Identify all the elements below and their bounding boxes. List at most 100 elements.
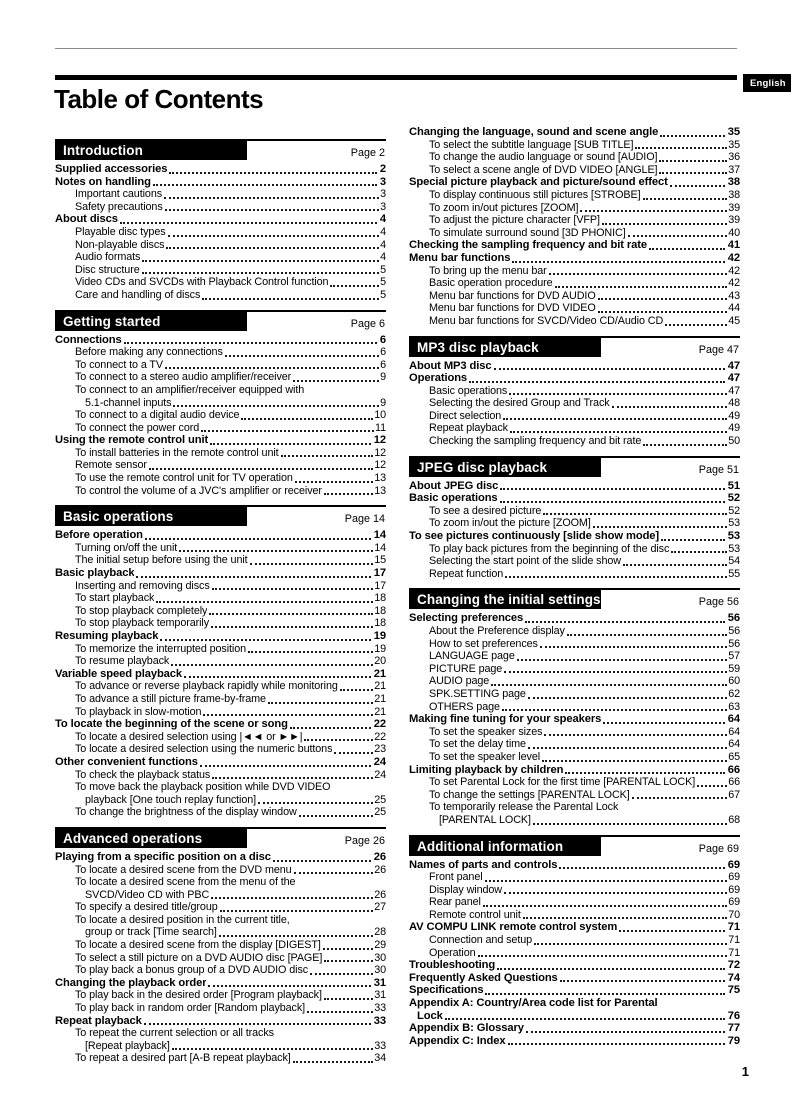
- entry-text: To connect the power cord: [75, 421, 200, 434]
- entry-text: To memorize the interrupted position: [75, 642, 247, 655]
- toc-entry: Safety precautions 3: [55, 201, 386, 214]
- entry-text: Basic operation procedure: [429, 277, 553, 290]
- entry-text: Disc structure: [75, 263, 140, 276]
- entry-page: 53: [728, 542, 740, 555]
- toc-entry: Names of parts and controls 69: [409, 859, 740, 872]
- dot-leader: [543, 513, 728, 516]
- toc-entry: The initial setup before using the unit 1…: [55, 554, 386, 567]
- dot-leader: [142, 259, 380, 262]
- section-header: Additional information Page 69: [409, 834, 740, 856]
- toc-entry: To use the remote control unit for TV op…: [55, 472, 386, 485]
- entry-page: 21: [374, 692, 386, 705]
- entry-page: 35: [727, 126, 740, 138]
- entry-text: To set Parental Lock for the first time …: [429, 776, 696, 789]
- dot-leader: [144, 537, 371, 540]
- toc-entry: [Repeat playback] 33: [55, 1040, 386, 1053]
- dot-leader: [307, 1010, 374, 1013]
- entry-page: 39: [728, 214, 740, 227]
- entry-text: To check the playback status: [75, 768, 211, 781]
- entry-text: To repeat a desired part [A-B repeat pla…: [75, 1052, 291, 1065]
- dot-leader: [294, 480, 374, 483]
- toc-entry: To select a still picture on a DVD AUDIO…: [55, 952, 386, 965]
- section-header: MP3 disc playback Page 47: [409, 335, 740, 357]
- entry-page: 6: [379, 333, 386, 346]
- entry-text: Menu bar functions: [409, 251, 511, 264]
- entry-text: To start playback: [75, 592, 155, 605]
- dot-leader: [503, 418, 728, 421]
- entry-text: To set the speaker level: [429, 750, 541, 763]
- entry-text: Basic playback: [55, 567, 135, 580]
- entry-text: Variable speed playback: [55, 667, 183, 680]
- entry-page: 4: [380, 238, 386, 251]
- entry-text: [PARENTAL LOCK]: [439, 813, 531, 826]
- section-header-bar: JPEG disc playback: [409, 457, 601, 477]
- dot-leader: [622, 563, 728, 566]
- entry-text: To locate a desired selection using |◄◄ …: [75, 730, 303, 743]
- section-header: Basic operations Page 14: [55, 505, 386, 527]
- toc-entry: To see a desired picture 52: [409, 505, 740, 518]
- page-title: Table of Contents: [54, 84, 264, 114]
- entry-text: Operations: [409, 372, 468, 385]
- dot-leader: [280, 455, 374, 458]
- dot-leader: [665, 323, 728, 326]
- dot-leader: [566, 633, 728, 636]
- entry-page: 57: [728, 650, 740, 663]
- toc-entry: Other convenient functions 24: [55, 756, 386, 769]
- dot-leader: [218, 935, 374, 938]
- toc-entry: Playable disc types 4: [55, 226, 386, 239]
- dot-leader: [248, 651, 374, 654]
- entry-text: Appendix B: Glossary: [409, 1022, 524, 1035]
- entry-text: To playback in slow-motion: [75, 705, 202, 718]
- section-page-label: Page 69: [698, 842, 739, 855]
- entry-text: Checking the sampling frequency and bit …: [429, 435, 642, 448]
- entry-text: To stop playback completely: [75, 604, 208, 617]
- toc-entry: To select a scene angle of DVD VIDEO [AN…: [409, 164, 740, 177]
- entry-page: 30: [374, 951, 386, 964]
- entry-text: Menu bar functions for SVCD/Video CD/Aud…: [429, 314, 664, 327]
- dot-leader: [323, 493, 374, 496]
- dot-leader: [559, 867, 725, 870]
- dot-leader: [527, 696, 728, 699]
- toc-entry: To change the brightness of the display …: [55, 806, 386, 819]
- entry-text: Selecting the start point of the slide s…: [429, 555, 621, 568]
- entry-text: playback [One touch replay function]: [85, 793, 257, 806]
- entry-text: To select the subtitle language [SUB TIT…: [429, 138, 634, 151]
- entry-text: Repeat function: [429, 567, 504, 580]
- entry-text: LANGUAGE page: [429, 650, 515, 663]
- entry-page: 4: [379, 213, 386, 226]
- dot-leader: [179, 550, 374, 553]
- dot-leader: [339, 688, 374, 691]
- toc-entry: To zoom in/out the picture [ZOOM] 53: [409, 517, 740, 530]
- section-page-label: Page 14: [344, 513, 385, 526]
- toc-entry: Special picture playback and picture/sou…: [409, 176, 740, 189]
- entry-text: To select a still picture on a DVD AUDIO…: [75, 951, 323, 964]
- toc-entry: Basic operation procedure 42: [409, 277, 740, 290]
- entry-text: SPK.SETTING page: [429, 687, 526, 700]
- section-header-bar: Changing the initial settings: [409, 590, 601, 610]
- entry-page: 67: [728, 788, 740, 801]
- entry-text: Direct selection: [429, 409, 502, 422]
- toc-entry: Resuming playback 19: [55, 630, 386, 643]
- toc-section: Basic operations Page 14 Before operation 1…: [55, 505, 386, 819]
- entry-page: 42: [728, 264, 740, 277]
- entry-text: Resuming playback: [55, 630, 159, 642]
- entry-page: 18: [374, 592, 386, 605]
- entry-text: Basic operations: [409, 492, 498, 505]
- entry-page: 18: [374, 617, 386, 630]
- entry-text: Menu bar functions for DVD VIDEO: [429, 302, 596, 315]
- toc-entry: To locate a desired selection using the …: [55, 743, 386, 756]
- toc-entry: Disc structure 5: [55, 264, 386, 277]
- entry-text: To set the delay time: [429, 738, 526, 751]
- entry-text: To specify a desired title/group: [75, 901, 218, 914]
- toc-entry: To simulate surround sound [3D PHONIC] 40: [409, 227, 740, 240]
- dot-leader: [484, 879, 728, 882]
- entry-page: 40: [728, 226, 740, 239]
- toc-entry: Front panel 69: [409, 871, 740, 884]
- toc-entry: Repeat playback 49: [409, 422, 740, 435]
- entry-page: 63: [728, 700, 740, 713]
- toc-entry: Notes on handling 3: [55, 176, 386, 189]
- dot-leader: [224, 354, 380, 357]
- entry-text: Before making any connections: [75, 346, 223, 359]
- entry-page: 69: [728, 883, 740, 896]
